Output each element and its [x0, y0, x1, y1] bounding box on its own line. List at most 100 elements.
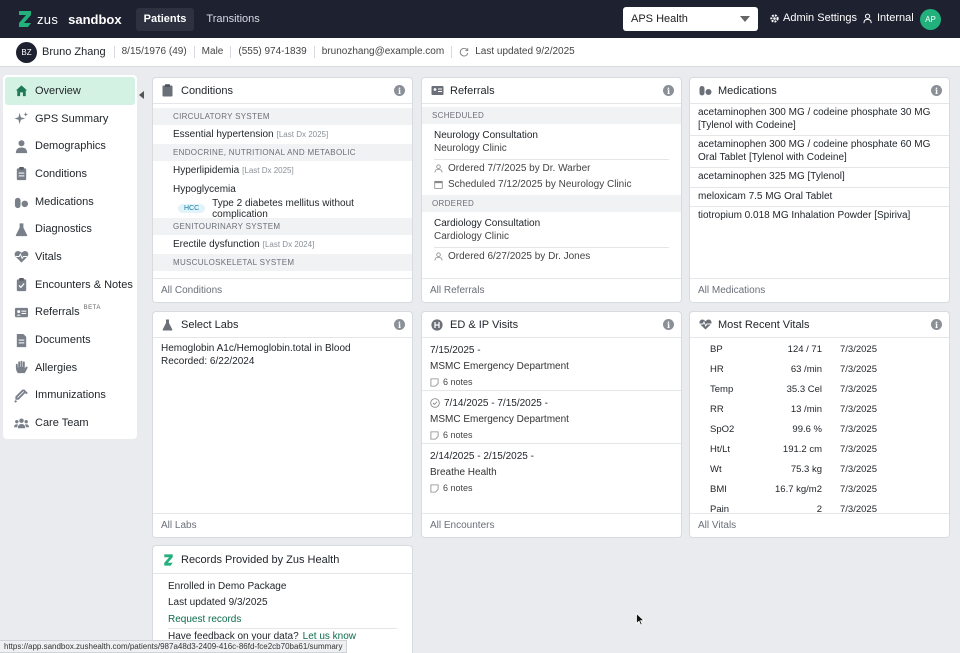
organization-select[interactable]: APS Health: [623, 7, 758, 31]
visit-item[interactable]: 2/14/2025 - 2/15/2025 - Breathe Health 6…: [422, 444, 681, 497]
visit-item[interactable]: 7/15/2025 - MSMC Emergency Department 6 …: [422, 338, 681, 391]
records-last-updated: Last updated 9/3/2025: [168, 597, 268, 609]
medication-row[interactable]: meloxicam 7.5 MG Oral Tablet: [690, 188, 949, 207]
medication-row[interactable]: acetaminophen 300 MG / codeine phosphate…: [690, 136, 949, 168]
referral-item[interactable]: Neurology Consultation Neurology Clinic …: [422, 124, 681, 192]
sidebar-item-immunizations[interactable]: Immunizations: [5, 382, 135, 410]
logo-text: zus: [37, 11, 59, 27]
records-header: Records Provided by Zus Health: [153, 546, 412, 574]
heartbeat-icon: [14, 251, 29, 264]
visit-notes[interactable]: 6 notes: [430, 480, 673, 496]
sidebar-item-encounters-notes[interactable]: Encounters & Notes: [5, 271, 135, 299]
syringe-icon: [14, 389, 28, 403]
note-icon: [430, 430, 439, 440]
user-avatar[interactable]: AP: [920, 9, 941, 30]
feedback-link[interactable]: Let us know: [302, 631, 357, 643]
all-medications-link[interactable]: All Medications: [690, 278, 949, 302]
visit-dates: 2/14/2025 - 2/15/2025 -: [430, 450, 534, 462]
sidebar-item-allergies[interactable]: Allergies: [5, 354, 135, 382]
visits-card: ED & IP Visits i 7/15/2025 - MSMC Emerge…: [421, 311, 682, 538]
internal-link[interactable]: Internal: [863, 12, 914, 24]
all-vitals-link[interactable]: All Vitals: [690, 513, 949, 537]
patient-dob: 8/15/1976 (49): [115, 46, 195, 58]
sidebar-item-medications[interactable]: Medications: [5, 188, 135, 216]
clipboard-check-icon: [16, 278, 27, 292]
condition-row[interactable]: HCC Type 2 diabetes mellitus without comp…: [153, 198, 412, 220]
condition-row[interactable]: Hyperlipidemia [Last Dx 2025]: [153, 161, 412, 180]
vital-value: 35.3 Cel: [786, 383, 822, 395]
vital-name: BP: [710, 343, 723, 355]
vitals-list[interactable]: BP 124 / 71 7/3/2025 HR 63 /min 7/3/2025 Tem…: [690, 338, 949, 514]
tab-patients[interactable]: Patients: [135, 7, 195, 31]
all-referrals-link[interactable]: All Referrals: [422, 278, 681, 302]
condition-name: Hyperlipidemia: [173, 165, 240, 176]
referral-scheduled: Scheduled 7/12/2025 by Neurology Clinic: [434, 176, 669, 192]
visits-header: ED & IP Visits: [422, 312, 681, 338]
sidebar-item-demographics[interactable]: Demographics: [5, 132, 135, 160]
sidebar-item-vitals[interactable]: Vitals: [5, 243, 135, 271]
vital-date: 7/3/2025: [840, 343, 877, 355]
labs-title: Select Labs: [181, 318, 239, 331]
medication-row[interactable]: tiotropium 0.018 MG Inhalation Powder [S…: [698, 210, 911, 221]
lab-item[interactable]: Hemoglobin A1c/Hemoglobin.total in Blood…: [153, 338, 412, 372]
sidebar-item-conditions[interactable]: Conditions: [5, 160, 135, 188]
sparkle-icon: [14, 111, 29, 125]
vital-value: 16.7 kg/m2: [775, 484, 822, 496]
info-icon[interactable]: i: [394, 85, 405, 96]
visit-notes[interactable]: 6 notes: [430, 374, 673, 390]
info-icon[interactable]: i: [394, 319, 405, 330]
medications-card: Medications i acetaminophen 300 MG / cod…: [689, 77, 950, 303]
id-card-icon: [431, 84, 444, 97]
tab-transitions[interactable]: Transitions: [206, 13, 260, 25]
all-conditions-link[interactable]: All Conditions: [153, 278, 412, 302]
flask-icon: [162, 318, 175, 331]
admin-settings-link[interactable]: Admin Settings: [769, 12, 857, 24]
condition-row[interactable]: Essential hypertension [Last Dx 2025]: [153, 125, 412, 144]
visit-location: MSMC Emergency Department: [430, 360, 569, 372]
visit-notes-count: 6 notes: [443, 430, 473, 440]
sidebar-nav: Overview GPS Summary Demographics Condit…: [3, 75, 137, 439]
sidebar-item-gps-summary[interactable]: GPS Summary: [5, 105, 135, 133]
visit-item[interactable]: 7/14/2025 - 7/15/2025 - MSMC Emergency D…: [422, 391, 681, 444]
person-icon: [434, 251, 443, 261]
records-title: Records Provided by Zus Health: [181, 553, 340, 566]
team-icon: [14, 418, 29, 428]
patient-phone: (555) 974-1839: [231, 46, 315, 58]
referrals-header: Referrals: [422, 78, 681, 104]
condition-row[interactable]: Hypoglycemia: [153, 180, 412, 199]
sidebar-item-diagnostics[interactable]: Diagnostics: [5, 215, 135, 243]
condition-row[interactable]: Erectile dysfunction [Last Dx 2024]: [153, 235, 412, 254]
visit-notes-count: 6 notes: [443, 483, 473, 493]
request-records-link[interactable]: Request records: [168, 613, 242, 625]
sidebar-item-care-team[interactable]: Care Team: [5, 409, 135, 437]
medication-row[interactable]: acetaminophen 325 MG [Tylenol]: [690, 168, 949, 188]
sidebar-collapse-button[interactable]: [138, 88, 146, 102]
info-icon[interactable]: i: [931, 85, 942, 96]
patient-sex: Male: [195, 46, 232, 58]
referral-item[interactable]: Cardiology Consultation Cardiology Clini…: [422, 212, 681, 264]
condition-name: Hypoglycemia: [173, 184, 236, 195]
condition-last-dx: [Last Dx 2025]: [242, 166, 294, 175]
sidebar-item-referrals[interactable]: Referrals BETA: [5, 299, 135, 327]
all-encounters-link[interactable]: All Encounters: [422, 513, 681, 537]
sidebar-item-documents[interactable]: Documents: [5, 326, 135, 354]
heartbeat-icon: [699, 318, 712, 331]
zus-logo[interactable]: zus sandbox: [16, 9, 122, 29]
chevron-left-icon: [139, 91, 144, 99]
info-icon[interactable]: i: [931, 319, 942, 330]
sidebar-item-overview[interactable]: Overview: [5, 77, 135, 105]
visit-dates: 7/15/2025 -: [430, 344, 481, 356]
patient-last-updated: Last updated 9/2/2025: [452, 46, 582, 58]
sidebar-item-label: Allergies: [35, 361, 78, 374]
hcc-badge: HCC: [178, 204, 206, 213]
link-status-bar: https://app.sandbox.zushealth.com/patien…: [0, 640, 348, 653]
medication-row[interactable]: acetaminophen 300 MG / codeine phosphate…: [690, 104, 949, 136]
home-icon: [15, 85, 28, 97]
info-icon[interactable]: i: [663, 319, 674, 330]
visit-notes[interactable]: 6 notes: [430, 427, 673, 443]
info-icon[interactable]: i: [663, 85, 674, 96]
all-labs-link[interactable]: All Labs: [153, 513, 412, 537]
vital-value: 13 /min: [790, 403, 822, 415]
vital-row: Temp 35.3 Cel 7/3/2025: [690, 379, 949, 399]
vital-row: Pain 2 7/3/2025: [690, 500, 949, 514]
